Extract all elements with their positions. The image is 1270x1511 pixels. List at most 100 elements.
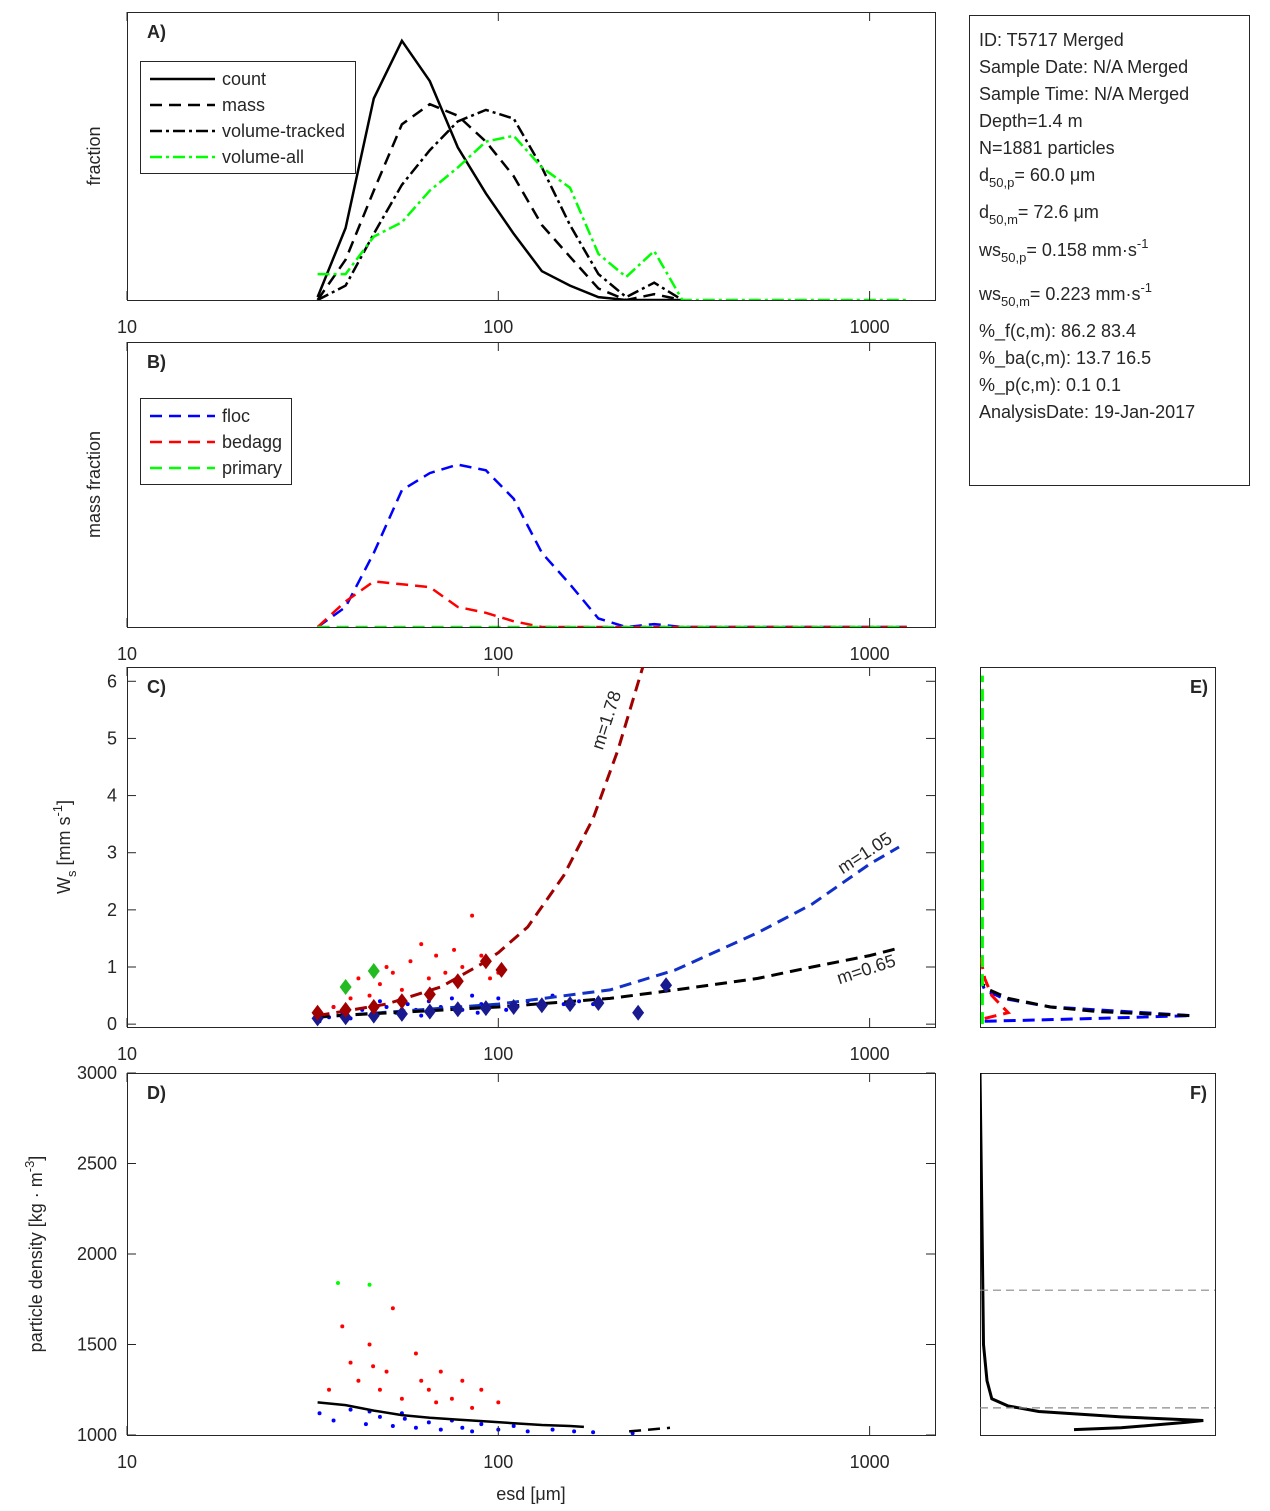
y-tick-label: 5 xyxy=(107,728,117,748)
info-line: Sample Time: N/A Merged xyxy=(979,84,1189,104)
diamond-marker xyxy=(451,973,464,990)
info-line-part: N=1881 particles xyxy=(979,138,1115,158)
scatter-point xyxy=(470,1429,475,1434)
panel-label: C) xyxy=(147,677,166,697)
y-axis-label-part: W xyxy=(54,877,74,894)
plot-area xyxy=(980,675,1192,1025)
info-line-part: Sample Date: N/A Merged xyxy=(979,57,1188,77)
info-line: d50,p= 60.0 μm xyxy=(979,165,1095,190)
series-line xyxy=(317,667,645,1018)
plot-area xyxy=(316,463,907,627)
scatter-point xyxy=(356,976,361,981)
y-axis-label-part: ] xyxy=(54,800,74,805)
x-tick-label: 100 xyxy=(483,1452,513,1472)
diamond-marker xyxy=(423,1003,436,1020)
info-line-part: = 0.223 mm·s xyxy=(1030,284,1141,304)
y-tick-label: 3000 xyxy=(77,1063,117,1083)
diamond-marker xyxy=(535,997,548,1014)
legend-box xyxy=(140,398,292,485)
info-box xyxy=(969,15,1250,486)
info-line-part: ID: T5717 Merged xyxy=(979,30,1124,50)
scatter-point xyxy=(348,996,353,1001)
y-tick-label: 2 xyxy=(107,900,117,920)
scatter-point xyxy=(367,993,372,998)
diamond-marker xyxy=(339,979,352,995)
diamond-marker xyxy=(367,963,380,979)
scatter-point xyxy=(356,1378,361,1383)
scatter-point xyxy=(434,1400,439,1405)
info-line: %_f(c,m): 86.2 83.4 xyxy=(979,321,1136,342)
x-tick-label: 10 xyxy=(117,1452,137,1472)
scatter-point xyxy=(460,965,465,969)
y-axis-label-part: -3 xyxy=(22,1161,37,1173)
axes-frame xyxy=(980,667,1216,1028)
diamond-marker xyxy=(660,977,673,994)
plot-area xyxy=(311,667,900,1027)
panel-label: F) xyxy=(1190,1083,1207,1103)
legend-label: floc xyxy=(222,406,250,426)
scatter-point xyxy=(317,1411,322,1416)
scatter-point xyxy=(470,993,475,998)
diamond-marker xyxy=(395,993,408,1010)
diamond-marker xyxy=(507,999,520,1015)
axes-frame xyxy=(127,1073,936,1436)
diamond-marker xyxy=(451,1001,464,1018)
diamond-marker xyxy=(367,999,380,1015)
scatter-point xyxy=(434,953,439,958)
y-axis-label: particle density [kg · m-3] xyxy=(22,1156,46,1353)
scatter-point xyxy=(504,1007,509,1012)
info-line: ID: T5717 Merged xyxy=(979,30,1124,50)
legend-label: count xyxy=(222,69,266,89)
axes-frame xyxy=(980,1073,1216,1436)
scatter-point xyxy=(550,1427,555,1432)
scatter-point xyxy=(479,1422,484,1427)
scatter-point xyxy=(367,1342,372,1347)
diamond-marker xyxy=(564,996,577,1013)
scatter-point xyxy=(426,1420,431,1425)
scatter-point xyxy=(496,1400,501,1405)
series-line xyxy=(628,1426,671,1433)
series-line xyxy=(316,102,683,300)
info-line-part: %_f(c,m): 86.2 83.4 xyxy=(979,321,1136,342)
scatter-point xyxy=(367,1282,372,1287)
scatter-point xyxy=(413,1425,418,1430)
diamond-marker xyxy=(423,986,436,1003)
scatter-point xyxy=(402,1416,407,1421)
panel-label: D) xyxy=(147,1083,166,1103)
scatter-point xyxy=(443,970,448,975)
scatter-point xyxy=(470,913,475,918)
scatter-point xyxy=(438,1427,443,1432)
scatter-point xyxy=(475,1010,480,1015)
info-line-part: 50,m xyxy=(989,212,1018,227)
y-axis-label: fraction xyxy=(84,126,104,185)
y-axis-label-part: [mm s xyxy=(54,817,74,871)
x-tick-label: 1000 xyxy=(850,317,890,337)
scatter-point xyxy=(327,1387,332,1392)
series-line xyxy=(317,108,683,300)
series-line xyxy=(980,1073,1204,1432)
y-axis-label-part: particle density [kg · m xyxy=(26,1172,46,1352)
diamond-marker xyxy=(311,1004,324,1021)
info-line-part: d xyxy=(979,202,989,222)
y-tick-label: 0 xyxy=(107,1014,117,1034)
legend-label: volume-all xyxy=(222,147,304,167)
y-tick-label: 1500 xyxy=(77,1335,117,1355)
series-line xyxy=(316,463,907,627)
scatter-point xyxy=(426,1387,431,1392)
y-axis-label: mass fraction xyxy=(84,431,104,538)
series-line xyxy=(316,580,907,627)
info-line-part: Sample Time: N/A Merged xyxy=(979,84,1189,104)
legend-label: primary xyxy=(222,458,282,478)
legend-label: bedagg xyxy=(222,432,282,452)
scatter-point xyxy=(390,1423,395,1428)
scatter-point xyxy=(371,1364,376,1369)
y-tick-label: 6 xyxy=(107,671,117,691)
info-line: %_p(c,m): 0.1 0.1 xyxy=(979,375,1121,396)
scatter-point xyxy=(479,953,484,958)
scatter-point xyxy=(377,1387,382,1392)
info-line: d50,m= 72.6 μm xyxy=(979,202,1099,227)
y-axis-label-part: -1 xyxy=(50,805,65,817)
plot-area xyxy=(980,1073,1204,1432)
scatter-point xyxy=(413,1351,418,1356)
diamond-marker xyxy=(592,995,605,1011)
